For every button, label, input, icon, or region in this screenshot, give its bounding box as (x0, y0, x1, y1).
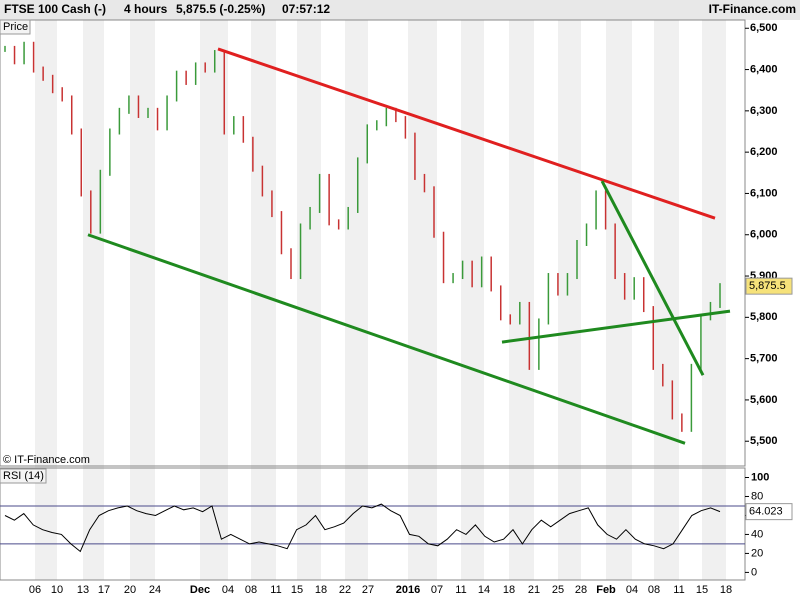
stripe (654, 20, 679, 580)
x-tick-label: 24 (149, 584, 161, 596)
x-tick-label: 11 (673, 584, 684, 596)
last-price-label: 5,875.5 (749, 280, 786, 292)
quote: 5,875.5 (-0.25%) (176, 2, 265, 16)
x-tick-label: 08 (648, 584, 660, 596)
stripe (461, 20, 484, 580)
x-tick-label: 18 (315, 584, 327, 596)
x-tick-label: Feb (596, 584, 616, 596)
x-tick-label: 14 (478, 584, 490, 596)
price-label: Price (3, 21, 28, 33)
rsi-panel (0, 467, 746, 581)
y-tick-label: 6,200 (750, 146, 778, 158)
x-tick-label: 2016 (396, 584, 420, 596)
x-tick-label: Dec (190, 584, 210, 596)
x-tick-label: 04 (626, 584, 638, 596)
x-tick-label: 18 (720, 584, 732, 596)
price-panel (0, 19, 746, 467)
y-tick-label: 6,000 (750, 229, 778, 241)
x-tick-label: 21 (528, 584, 540, 596)
stripe (702, 20, 726, 580)
x-tick-label: 15 (696, 584, 708, 596)
trendline (87, 233, 686, 445)
trendline (501, 309, 731, 344)
rsi-last-box (745, 503, 793, 521)
period: 4 hours (124, 2, 168, 16)
stripe (297, 20, 321, 580)
last-price-box (745, 277, 793, 295)
stripe (200, 20, 228, 580)
x-tick-label: 17 (98, 584, 110, 596)
x-tick-label: 28 (575, 584, 587, 596)
x-tick-label: 18 (503, 584, 515, 596)
y-tick-label: 5,500 (750, 435, 778, 447)
rsi-label: RSI (14) (3, 470, 44, 482)
y-tick-label: 40 (751, 528, 763, 540)
time: 07:57:12 (282, 2, 330, 16)
x-tick-label: 04 (222, 584, 234, 596)
y-tick-label: 80 (751, 490, 763, 502)
stripe (35, 20, 57, 580)
y-tick-label: 6,400 (750, 63, 778, 75)
trendline (600, 180, 705, 376)
x-tick-label: 13 (77, 584, 89, 596)
rsi-line (4, 503, 721, 553)
rsi-last-label: 64.023 (749, 506, 783, 518)
y-tick-label: 5,700 (750, 353, 778, 365)
x-tick-label: 10 (51, 584, 63, 596)
y-tick-label: 20 (751, 547, 763, 559)
copyright: © IT-Finance.com (3, 454, 90, 466)
x-tick-label: 22 (339, 584, 351, 596)
trendline (217, 47, 716, 220)
y-tick-label: 6,100 (750, 187, 778, 199)
y-tick-label: 0 (751, 566, 757, 578)
x-tick-label: 08 (245, 584, 257, 596)
x-tick-label: 06 (29, 584, 41, 596)
stripe (558, 20, 581, 580)
y-tick-label: 5,800 (750, 311, 778, 323)
x-tick-label: 07 (431, 584, 443, 596)
x-tick-label: 27 (362, 584, 374, 596)
y-tick-label: 100 (751, 471, 769, 483)
stripe (509, 20, 534, 580)
stripe (408, 20, 437, 580)
header-bar (0, 0, 800, 20)
x-tick-label: 25 (552, 584, 564, 596)
instrument: FTSE 100 Cash (-) (4, 2, 106, 16)
y-tick-label: 6,300 (750, 105, 778, 117)
y-tick-label: 6,500 (750, 22, 778, 34)
y-tick-label: 5,600 (750, 394, 778, 406)
stripe (130, 20, 155, 580)
stripe (606, 20, 632, 580)
x-tick-label: 15 (291, 584, 303, 596)
x-tick-label: 11 (455, 584, 466, 596)
x-tick-label: 11 (270, 584, 281, 596)
stripe (83, 20, 104, 580)
price-label-box (0, 19, 31, 35)
site: IT-Finance.com (709, 2, 796, 16)
rsi-label-box (0, 468, 47, 484)
stripe (345, 20, 368, 580)
x-tick-label: 20 (124, 584, 136, 596)
